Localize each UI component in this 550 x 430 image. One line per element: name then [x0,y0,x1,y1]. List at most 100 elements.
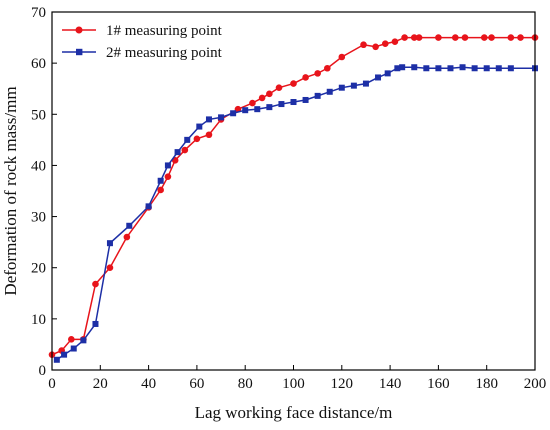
legend-marker [76,48,83,56]
data-point [266,104,273,111]
data-point [507,65,514,72]
data-point [157,186,164,194]
data-point [338,84,345,91]
x-tick-label: 80 [238,376,253,392]
data-point [435,65,442,72]
data-point [266,90,273,98]
data-point [278,101,285,108]
data-point [447,65,454,72]
legend: 1# measuring point 2# measuring point [62,23,223,61]
data-point [242,107,249,114]
data-point [394,65,401,72]
data-point [53,356,60,363]
data-point [324,64,331,72]
data-point [254,106,261,113]
data-point [452,34,459,41]
series-layer [48,34,539,363]
legend-item-1: 1# measuring point [62,23,223,39]
data-point [106,240,113,247]
data-point [164,173,172,180]
data-point [381,40,389,48]
x-tick-label: 120 [331,376,354,392]
data-point [145,203,152,210]
data-point [507,34,515,41]
data-point [435,34,442,41]
data-point [193,135,201,143]
data-point [411,64,418,71]
x-tick-label: 60 [189,376,204,392]
data-point [61,351,68,358]
x-tick-label: 100 [282,376,305,392]
data-point [362,80,369,87]
y-tick-label: 0 [39,363,47,379]
data-point [123,233,131,241]
x-axis-title: Lag working face distance/m [195,403,393,422]
y-tick-label: 50 [31,107,46,123]
legend-label: 1# measuring point [106,23,223,39]
data-point [205,131,213,139]
y-tick-label: 30 [31,210,46,226]
series-1-line [51,36,535,356]
data-point [92,280,99,288]
data-point [157,177,164,184]
data-point [290,80,297,87]
legend-label: 2# measuring point [106,45,223,61]
series-2 [53,64,538,363]
data-point [302,96,309,103]
data-point [290,99,297,106]
data-point [384,70,391,77]
data-point [517,34,524,41]
data-point [399,64,406,71]
data-point [471,65,478,72]
data-point [234,105,242,113]
data-point [258,94,266,102]
data-point [106,264,114,272]
x-tick-label: 200 [524,376,547,392]
data-point [302,74,309,81]
series-1 [48,34,539,358]
data-point [401,34,408,41]
y-axis-title: Deformation of rock mass/mm [1,86,20,295]
data-point [174,149,181,156]
data-point [326,88,333,95]
data-point [480,34,488,41]
ticks-layer: 0 20 40 60 80 100 120 140 160 180 200 0 10 20 30 40 50 60… [31,5,546,392]
data-point [70,345,77,352]
data-point [230,110,237,117]
data-point [205,116,212,123]
y-tick-label: 70 [31,5,46,21]
x-tick-label: 0 [48,376,56,392]
data-point [314,70,321,77]
x-tick-label: 140 [379,376,402,392]
data-point [80,337,87,344]
data-point [126,222,133,229]
data-point [391,38,399,45]
data-point [181,146,189,154]
x-tick-label: 20 [93,376,108,392]
data-point [461,34,469,41]
data-point [184,136,191,143]
y-tick-label: 10 [31,312,46,328]
data-point [375,74,382,81]
data-point [415,34,423,41]
data-point [410,34,418,41]
y-tick-label: 40 [31,158,46,174]
data-point [483,65,490,72]
data-point [360,41,367,49]
data-point [423,65,430,72]
data-point [338,53,346,61]
data-point [275,84,283,91]
data-point [372,43,379,51]
data-point [92,320,99,327]
data-point [164,162,171,169]
legend-marker [75,26,83,34]
data-point [350,82,357,89]
x-tick-label: 180 [475,376,498,392]
data-point [488,34,495,41]
data-point [495,65,502,72]
y-tick-label: 20 [31,261,46,277]
data-point [218,114,225,121]
data-point [459,64,466,71]
